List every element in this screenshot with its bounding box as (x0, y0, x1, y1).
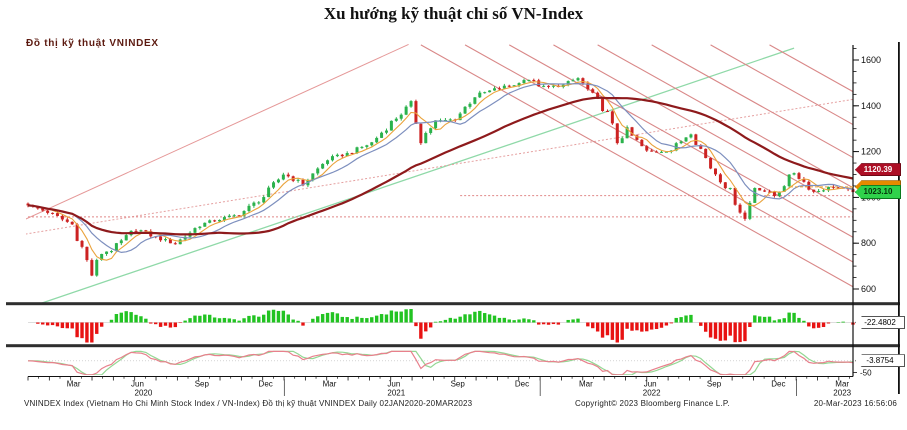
year-axis-label: 2023 (833, 389, 851, 398)
month-axis-label: Sep (451, 380, 466, 389)
month-axis-label: Mar (835, 380, 849, 389)
oscillator-lines (27, 350, 854, 375)
last-price-badge-green-value: 1023.10 (863, 187, 893, 197)
page-title: Xu hướng kỹ thuật chỉ số VN-Index (323, 4, 584, 23)
price-axis-label: 800 (861, 238, 876, 248)
month-axis-label: Mar (67, 380, 81, 389)
month-axis-label: Jun (387, 380, 400, 389)
macd-histogram (28, 309, 855, 343)
price-badge-red-value: 1120.39 (863, 165, 893, 175)
month-axis-label: Dec (259, 380, 273, 389)
price-axis-label: 600 (861, 284, 876, 294)
month-axis-label: Mar (579, 380, 593, 389)
trend-lines (26, 44, 854, 303)
moving-average-lines (27, 80, 854, 261)
month-axis-label: Jun (644, 380, 657, 389)
price-badge-red: 1120.39 (855, 163, 901, 177)
month-axis-label: Mar (323, 380, 337, 389)
footer-description: VNINDEX Index (Vietnam Ho Chi Minh Stock… (24, 399, 473, 408)
year-axis-label: 2022 (643, 389, 661, 398)
oscillator-axis-tick-label: -50 (860, 369, 872, 378)
oscillator-value: -3.8754 (866, 356, 894, 366)
month-axis-label: Sep (707, 380, 722, 389)
oscillator-value-badge: -3.8754 (855, 354, 905, 368)
last-price-badge-green: 1023.10 (855, 185, 901, 200)
month-axis-label: Dec (771, 380, 785, 389)
year-axis-label: 2020 (135, 389, 153, 398)
year-axis-label: 2021 (387, 389, 405, 398)
footer-copyright: Copyright© 2023 Bloomberg Finance L.P. (575, 399, 730, 408)
price-axis-label: 1400 (861, 101, 881, 111)
candlestick-series (26, 77, 855, 277)
month-axis-label: Dec (515, 380, 529, 389)
chart-header-label: Đồ thị kỹ thuật VNINDEX (26, 38, 159, 49)
macd-value-badge: -22.4802 (855, 316, 905, 329)
footer-timestamp: 20-Mar-2023 16:56:06 (813, 399, 897, 408)
price-axis-label: 1600 (861, 55, 881, 65)
month-axis-label: Jun (131, 380, 144, 389)
price-axis-label: 1200 (861, 147, 881, 157)
axes: 6008001000120014001600MarJunSepDecMarJun… (6, 42, 900, 398)
macd-value: -22.4802 (864, 318, 896, 327)
month-axis-label: Sep (195, 380, 210, 389)
